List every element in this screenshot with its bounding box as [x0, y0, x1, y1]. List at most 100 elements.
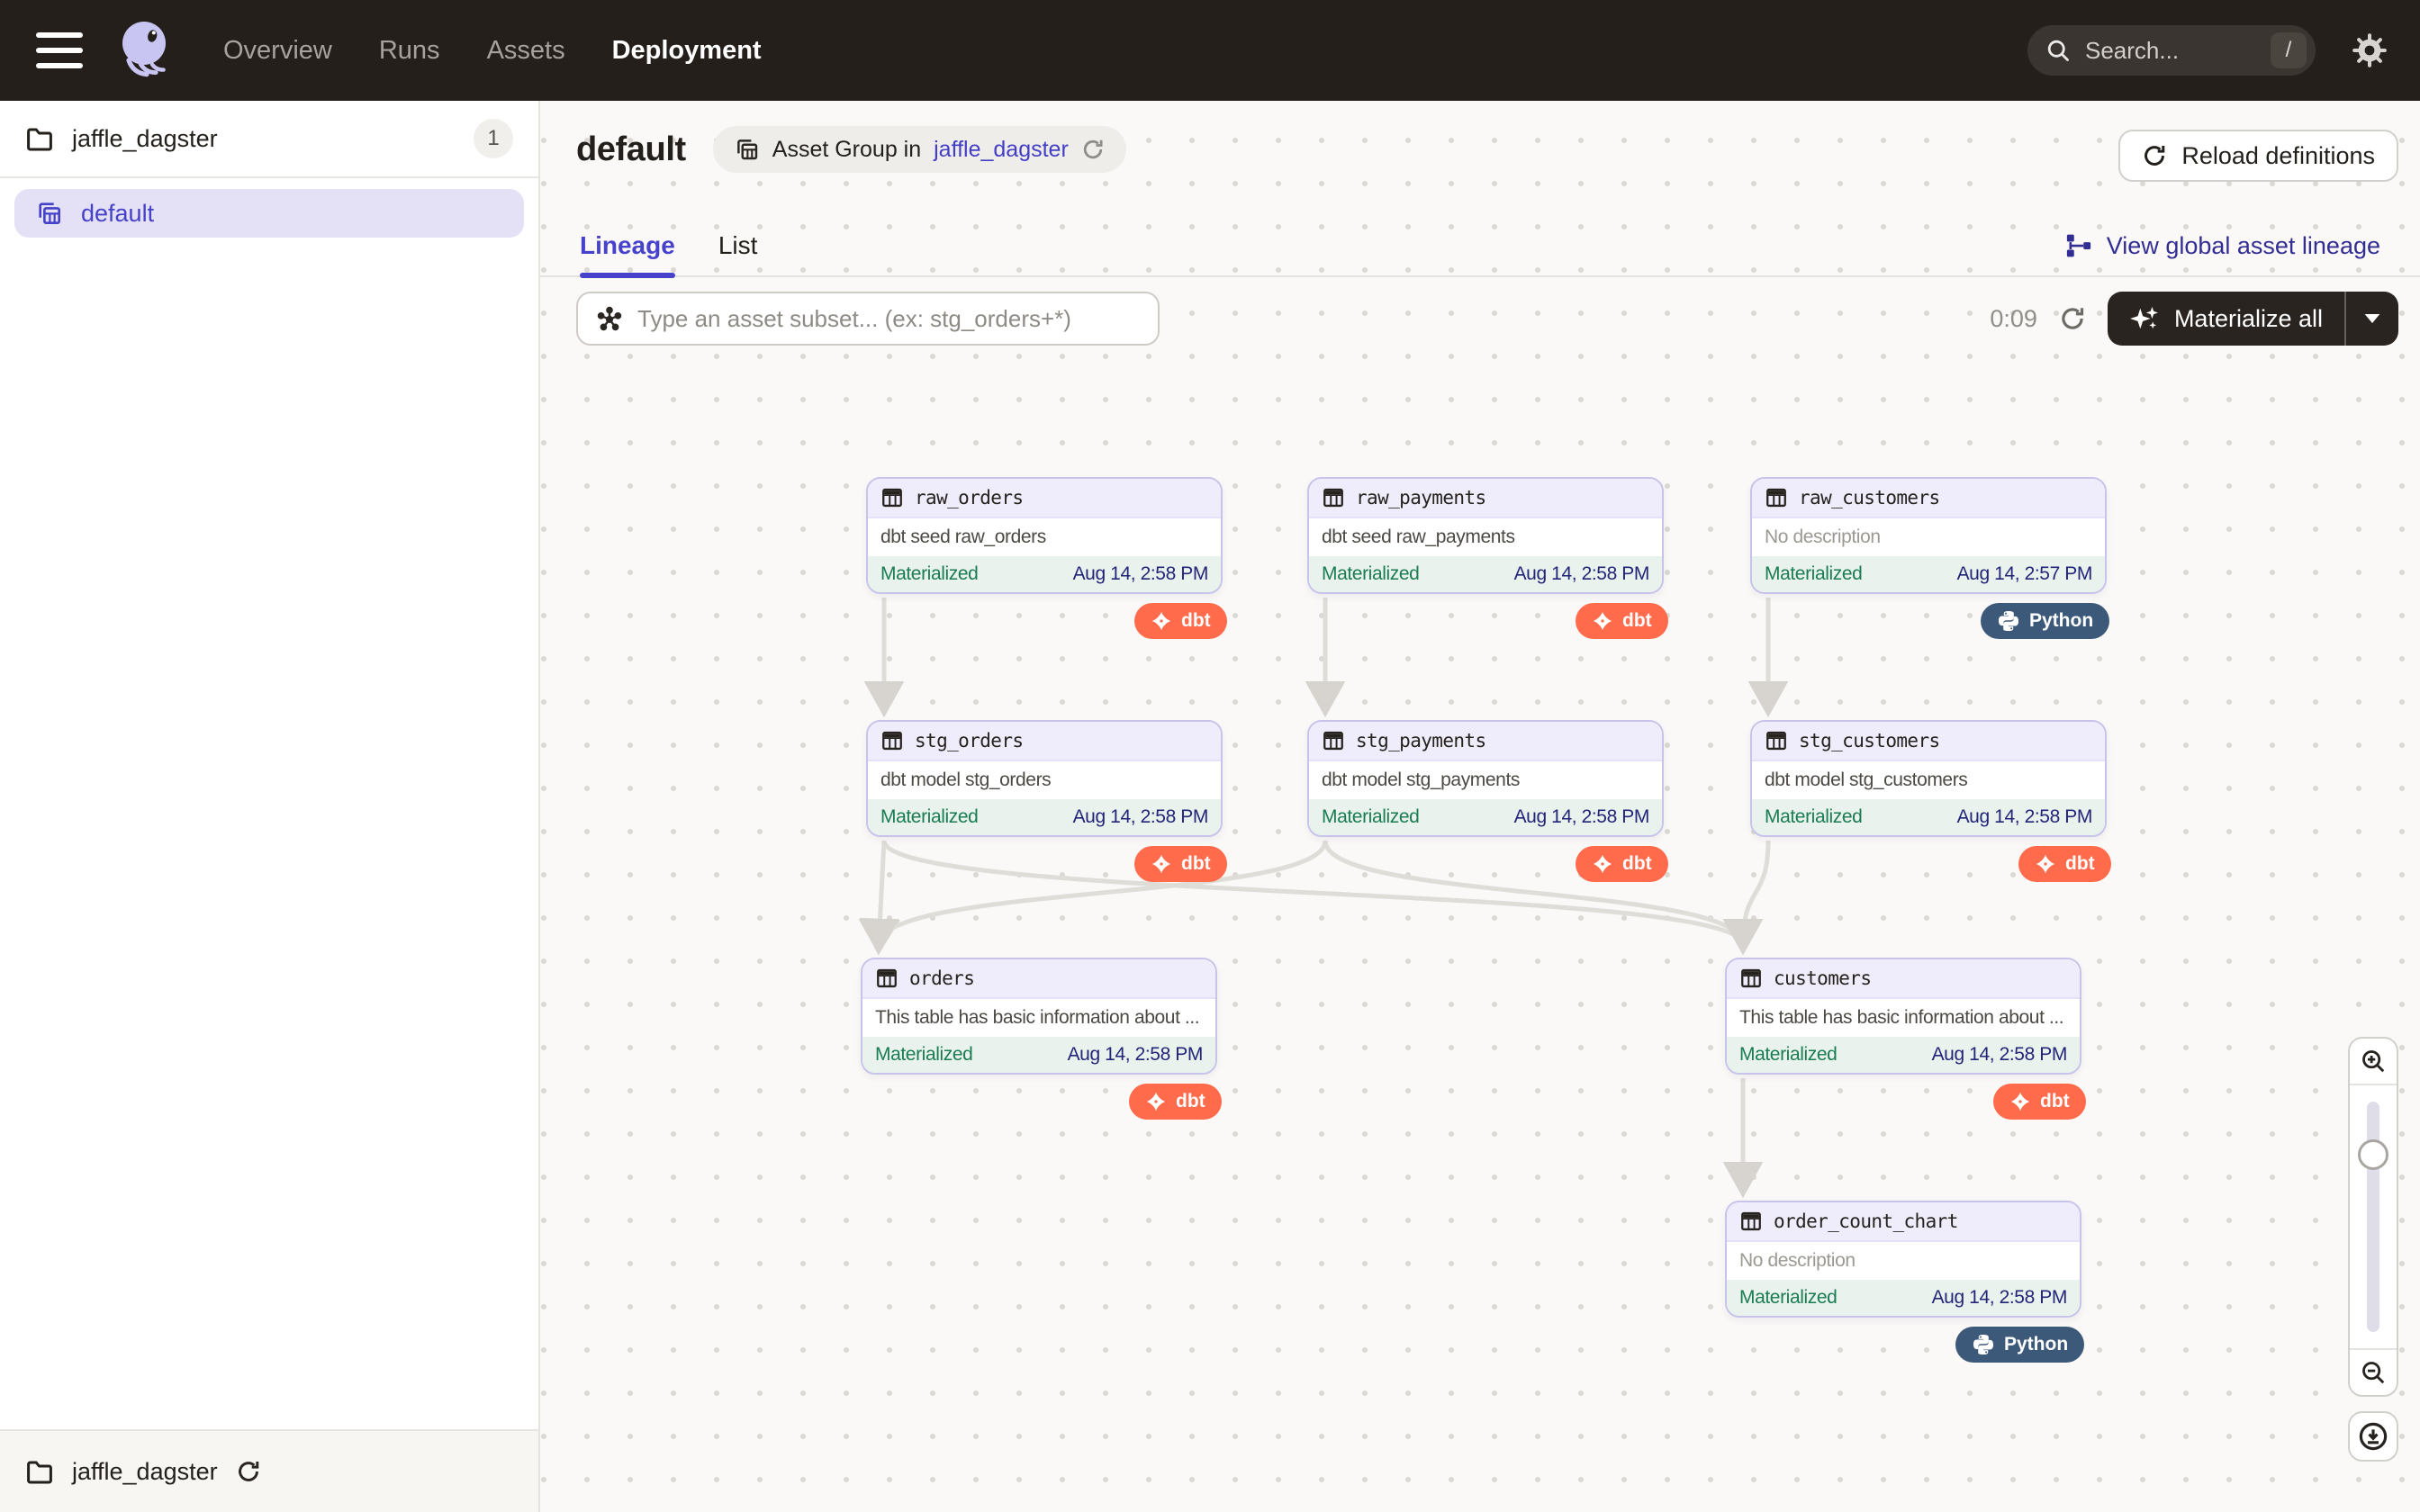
- lineage-canvas[interactable]: 0:09: [540, 277, 2420, 1512]
- nav-item-runs[interactable]: Runs: [378, 35, 440, 65]
- sidebar-item-label: default: [81, 199, 155, 227]
- materialized-timestamp[interactable]: Aug 14, 2:58 PM: [1072, 806, 1209, 827]
- materialized-timestamp[interactable]: Aug 14, 2:58 PM: [1513, 806, 1650, 827]
- python-logo-icon: [1998, 610, 2019, 632]
- refresh-group-icon[interactable]: [1081, 138, 1105, 161]
- asset-node-header: stg_customers: [1752, 722, 2105, 761]
- settings-gear-icon[interactable]: [2352, 32, 2388, 68]
- primary-nav: Overview Runs Assets Deployment: [223, 36, 762, 66]
- asset-node-header: customers: [1727, 959, 2080, 999]
- python-compute-badge: Python: [1955, 1327, 2085, 1363]
- pill-prefix: Asset Group in: [772, 136, 922, 162]
- dbt-logo-icon: [2010, 1092, 2030, 1112]
- dbt-compute-badge: dbt: [1134, 846, 1227, 882]
- asset-node-orders[interactable]: orders This table has basic information …: [861, 958, 1217, 1075]
- dbt-logo-icon: [1593, 611, 1612, 631]
- asset-node-raw_orders[interactable]: raw_orders dbt seed raw_orders Materiali…: [866, 477, 1223, 594]
- materialized-timestamp[interactable]: Aug 14, 2:57 PM: [1956, 563, 2093, 584]
- refresh-timer: 0:09: [1990, 304, 2037, 332]
- zoom-slider-track[interactable]: [2350, 1084, 2397, 1350]
- materialized-timestamp[interactable]: Aug 14, 2:58 PM: [1513, 563, 1650, 584]
- asset-description: dbt model stg_orders: [880, 770, 1052, 790]
- asset-description: No description: [1739, 1250, 1856, 1271]
- dbt-logo-icon: [2036, 854, 2055, 874]
- asset-node-order_count_chart[interactable]: order_count_chart No description Materia…: [1725, 1201, 2081, 1318]
- asset-group-icon: [736, 140, 757, 160]
- view-global-asset-lineage-link[interactable]: View global asset lineage: [2065, 232, 2380, 260]
- materialized-timestamp[interactable]: Aug 14, 2:58 PM: [1931, 1044, 2068, 1065]
- asset-node-stg_customers[interactable]: stg_customers dbt model stg_customers Ma…: [1750, 720, 2107, 837]
- search-placeholder: Search...: [2085, 36, 2180, 64]
- asset-name: raw_orders: [915, 487, 1024, 508]
- asset-node-header: stg_payments: [1309, 722, 1662, 761]
- reload-repo-icon[interactable]: [236, 1459, 261, 1484]
- materialized-status: Materialized: [1322, 806, 1420, 827]
- tab-lineage[interactable]: Lineage: [580, 215, 675, 278]
- asset-node-header: order_count_chart: [1727, 1202, 2080, 1242]
- navbar-right: Search... /: [2027, 25, 2391, 76]
- asset-selection-icon: [597, 306, 622, 331]
- dbt-compute-badge: dbt: [1134, 603, 1227, 639]
- zoom-out-button[interactable]: [2350, 1350, 2397, 1395]
- dagster-logo-icon[interactable]: [115, 18, 180, 83]
- asset-subset-input[interactable]: [637, 304, 1140, 333]
- nav-item-overview[interactable]: Overview: [223, 35, 332, 65]
- asset-description: dbt model stg_customers: [1765, 770, 1968, 790]
- asset-node-header: raw_customers: [1752, 479, 2105, 518]
- table-icon: [1323, 488, 1343, 508]
- asset-description: dbt seed raw_orders: [880, 526, 1046, 547]
- dbt-logo-icon: [1593, 854, 1612, 874]
- materialize-all-button[interactable]: Materialize all: [2108, 305, 2344, 333]
- asset-subset-filter[interactable]: [576, 292, 1160, 346]
- asset-status-row: Materialized Aug 14, 2:58 PM: [1752, 799, 2105, 835]
- folder-icon: [27, 1461, 52, 1484]
- caret-down-icon: [2364, 314, 2380, 323]
- asset-status-row: Materialized Aug 14, 2:58 PM: [862, 1037, 1215, 1073]
- download-graph-button[interactable]: [2348, 1411, 2398, 1462]
- materialized-timestamp[interactable]: Aug 14, 2:58 PM: [1931, 1287, 2068, 1308]
- materialized-timestamp[interactable]: Aug 14, 2:58 PM: [1072, 563, 1209, 584]
- tabs-row: Lineage List View global asset lineage: [540, 215, 2420, 278]
- nav-item-assets[interactable]: Assets: [486, 35, 565, 65]
- asset-name: order_count_chart: [1774, 1210, 1958, 1232]
- zoom-slider-handle[interactable]: [2358, 1139, 2388, 1170]
- asset-description: dbt model stg_payments: [1322, 770, 1520, 790]
- asset-node-raw_payments[interactable]: raw_payments dbt seed raw_payments Mater…: [1307, 477, 1664, 594]
- asset-node-customers[interactable]: customers This table has basic informati…: [1725, 958, 2081, 1075]
- materialize-options-dropdown[interactable]: [2346, 292, 2398, 346]
- sidebar-repo-row[interactable]: jaffle_dagster 1: [0, 101, 538, 178]
- asset-node-stg_payments[interactable]: stg_payments dbt model stg_payments Mate…: [1307, 720, 1664, 837]
- badge-label: dbt: [2065, 853, 2095, 874]
- repo-name: jaffle_dagster: [72, 124, 218, 152]
- asset-status-row: Materialized Aug 14, 2:58 PM: [1727, 1280, 2080, 1316]
- pill-repo-link[interactable]: jaffle_dagster: [934, 136, 1069, 162]
- refresh-lineage-icon[interactable]: [2059, 305, 2086, 332]
- asset-description: dbt seed raw_payments: [1322, 526, 1515, 547]
- asset-node-header: orders: [862, 959, 1215, 999]
- asset-status-row: Materialized Aug 14, 2:58 PM: [868, 556, 1221, 592]
- table-icon: [877, 968, 897, 988]
- dbt-compute-badge: dbt: [2018, 846, 2111, 882]
- asset-node-header: raw_payments: [1309, 479, 1662, 518]
- badge-label: Python: [2004, 1334, 2069, 1354]
- global-search-input[interactable]: Search... /: [2027, 25, 2316, 76]
- zoom-in-button[interactable]: [2350, 1039, 2397, 1084]
- asset-node-stg_orders[interactable]: stg_orders dbt model stg_orders Material…: [866, 720, 1223, 837]
- zoom-control: [2348, 1037, 2398, 1397]
- sidebar-footer: jaffle_dagster: [0, 1429, 538, 1512]
- badge-label: dbt: [1622, 610, 1652, 631]
- hamburger-menu-icon[interactable]: [36, 32, 83, 68]
- lineage-graph-icon: [2066, 234, 2090, 257]
- asset-node-raw_customers[interactable]: raw_customers No description Materialize…: [1750, 477, 2107, 594]
- materialized-status: Materialized: [875, 1044, 973, 1065]
- materialized-timestamp[interactable]: Aug 14, 2:58 PM: [1956, 806, 2093, 827]
- badge-label: dbt: [1181, 610, 1211, 631]
- asset-group-panel: default Asset Group in jaffle_dagster: [540, 101, 2420, 1512]
- reload-definitions-button[interactable]: Reload definitions: [2118, 130, 2398, 182]
- tab-list[interactable]: List: [718, 231, 758, 259]
- materialized-timestamp[interactable]: Aug 14, 2:58 PM: [1067, 1044, 1204, 1065]
- table-icon: [1741, 1211, 1761, 1231]
- sidebar-item-default-group[interactable]: default: [14, 189, 524, 238]
- folder-icon: [27, 128, 52, 151]
- nav-item-deployment[interactable]: Deployment: [611, 35, 762, 65]
